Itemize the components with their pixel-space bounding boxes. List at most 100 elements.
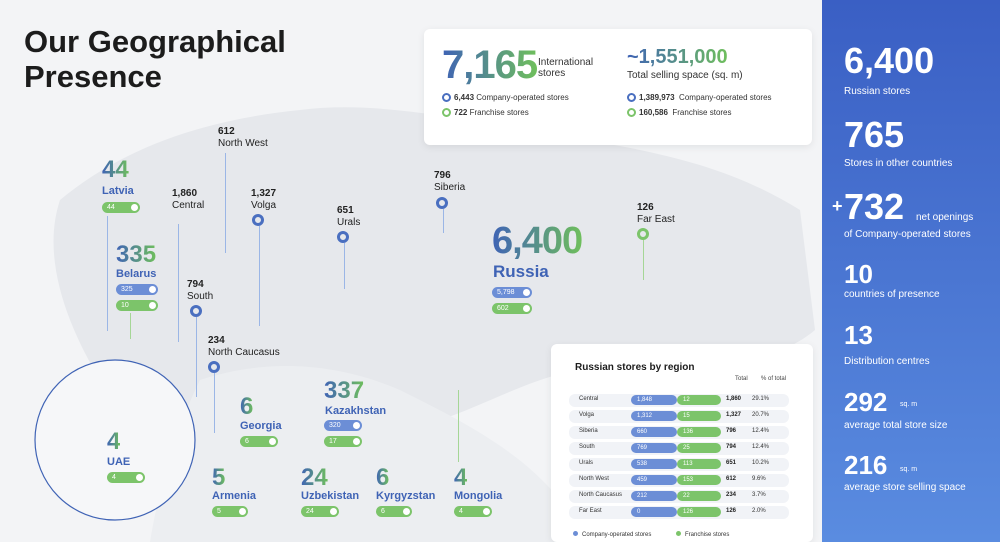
armenia-count: 5 [212, 464, 226, 491]
region-table-card: Russian stores by region Total % of tota… [551, 344, 813, 542]
volga-marker-icon [252, 214, 264, 226]
urals-marker-icon [337, 231, 349, 243]
net-openings-count: 732 [844, 186, 905, 227]
table-row: Volga 1,312 15 1,327 20.7% [569, 410, 795, 423]
kyrgyzstan-count: 6 [376, 464, 390, 491]
row-total: 794 [726, 444, 737, 450]
col-pct-header: % of total [761, 376, 787, 382]
net-openings-label: net openings [916, 212, 974, 223]
kazakhstan-name: Kazakhstan [325, 405, 387, 417]
international-stores-count: 7,165 [442, 43, 538, 87]
row-franchise-pill: 12 [677, 395, 721, 405]
row-franchise-pill: 25 [677, 443, 721, 453]
international-stores-label: International stores [538, 57, 594, 79]
russian-stores-count: 6,400 [844, 40, 935, 81]
region-north-west: 612 North West [218, 126, 268, 149]
belarus-franchise-pill: 10 [116, 300, 158, 311]
south-pointer-line [196, 317, 197, 397]
company-dot-icon [627, 93, 636, 103]
row-pct: 12.4% [752, 444, 770, 450]
row-total: 651 [726, 460, 737, 466]
kyrgyzstan-franchise-pill: 6 [376, 506, 412, 517]
row-franchise-pill: 153 [677, 475, 721, 485]
row-total: 796 [726, 428, 737, 434]
russia-company-pill: 5,798 [492, 287, 532, 298]
russia-name: Russia [493, 262, 549, 281]
georgia-count: 6 [240, 393, 254, 420]
siberia-pointer-line [443, 209, 444, 233]
row-region: Volga [579, 412, 595, 418]
mongolia-pointer-line [458, 390, 459, 462]
region-south: 794 South [187, 279, 214, 302]
uzbekistan-franchise-pill: 24 [301, 506, 339, 517]
kyrgyzstan-name: Kyrgyzstan [376, 490, 436, 502]
georgia-name: Georgia [240, 420, 282, 432]
region-volga: 1,327 Volga [251, 188, 277, 211]
table-row: North Caucasus 212 22 234 3.7% [569, 490, 795, 503]
other-countries-count: 765 [844, 114, 905, 155]
plus-sign: + [832, 196, 843, 216]
row-company-pill: 660 [631, 427, 677, 437]
row-pct: 3.7% [752, 492, 766, 498]
belarus-name: Belarus [116, 268, 157, 280]
table-row: Siberia 660 136 796 12.4% [569, 426, 795, 439]
central-pointer-line [178, 224, 179, 342]
siberia-marker-icon [436, 197, 448, 209]
row-region: South [579, 444, 595, 450]
armenia-name: Armenia [212, 490, 257, 502]
table-title: Russian stores by region [575, 362, 695, 373]
row-franchise-pill: 22 [677, 491, 721, 501]
row-pct: 9.6% [752, 476, 766, 482]
uae-name: UAE [107, 456, 131, 468]
far-east-pointer-line [643, 240, 644, 280]
row-franchise-pill: 126 [677, 507, 721, 517]
franchise-dot-icon [627, 108, 636, 118]
region-central: 1,860 Central [172, 188, 205, 211]
row-total: 1,327 [726, 412, 742, 418]
russia-count: 6,400 [492, 220, 583, 262]
uae-count: 4 [107, 428, 121, 455]
row-region: Far East [579, 508, 602, 514]
belarus-company-pill: 325 [116, 284, 158, 295]
legend-franchise: Franchise stores [676, 531, 729, 538]
far-east-marker-icon [637, 228, 649, 240]
row-pct: 29.1% [752, 396, 770, 402]
dc-label: Distribution centres [844, 356, 930, 367]
latvia-name: Latvia [102, 185, 134, 197]
russian-stores-label: Russian stores [844, 86, 911, 97]
legend-company-dot-icon [573, 531, 578, 536]
kazakhstan-count: 337 [324, 377, 365, 404]
belarus-pointer-line [130, 313, 131, 339]
north-west-pointer-line [225, 153, 226, 253]
region-siberia: 796 Siberia [434, 170, 466, 193]
georgia-franchise-pill: 6 [240, 436, 278, 447]
row-company-pill: 1,312 [631, 411, 677, 421]
table-row: South 769 25 794 12.4% [569, 442, 795, 455]
row-company-pill: 212 [631, 491, 677, 501]
store-size-value: 292 [844, 387, 888, 417]
volga-pointer-line [259, 226, 260, 326]
row-company-pill: 1,848 [631, 395, 677, 405]
page-title: Our Geographical Presence [24, 24, 286, 94]
urals-pointer-line [344, 243, 345, 289]
mongolia-count: 4 [454, 464, 468, 491]
selling-space-value: ~1,551,000 [627, 46, 728, 68]
row-company-pill: 538 [631, 459, 677, 469]
franchise-dot-icon [442, 108, 451, 118]
table-row: Urals 538 113 651 10.2% [569, 458, 795, 471]
table-row: Central 1,848 12 1,860 29.1% [569, 394, 795, 407]
franchise-row: 722 Franchise stores [442, 108, 529, 118]
space-company-row: 1,389,973 Company-operated stores [627, 93, 772, 103]
row-company-pill: 459 [631, 475, 677, 485]
row-franchise-pill: 15 [677, 411, 721, 421]
countries-label: countries of presence [844, 289, 940, 300]
row-total: 1,860 [726, 396, 742, 402]
latvia-count: 44 [102, 156, 129, 183]
table-row: Far East 0 126 126 2.0% [569, 506, 795, 519]
north-caucasus-marker-icon [208, 361, 220, 373]
row-franchise-pill: 113 [677, 459, 721, 469]
south-marker-icon [190, 305, 202, 317]
row-region: North Caucasus [579, 492, 623, 498]
belarus-count: 335 [116, 241, 157, 268]
company-operated-row: 6,443 Company-operated stores [442, 93, 569, 103]
